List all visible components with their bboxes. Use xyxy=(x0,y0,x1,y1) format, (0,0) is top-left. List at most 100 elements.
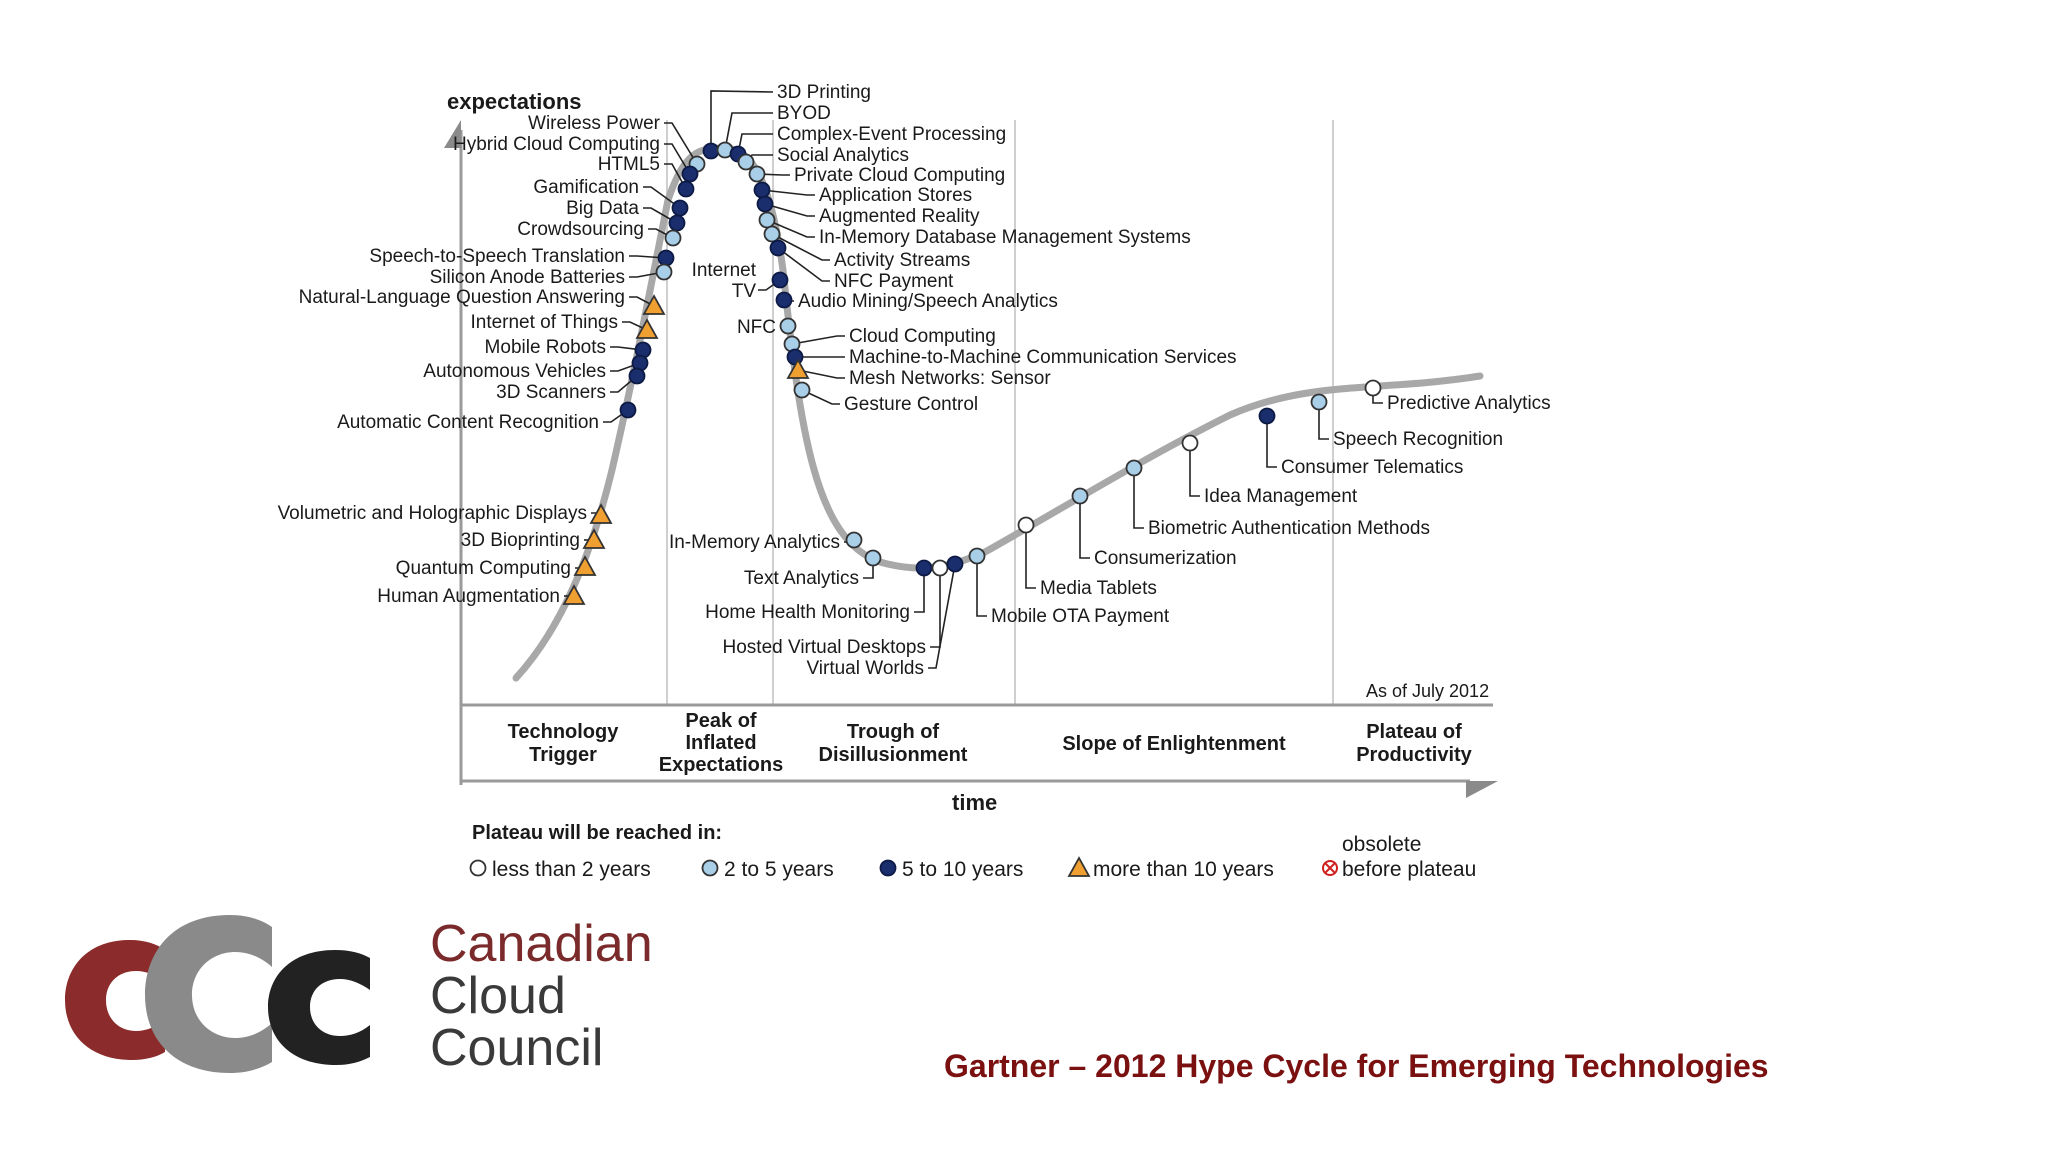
legend-label-obsolete-line1: obsolete xyxy=(1342,833,1421,856)
label-3d-printing: 3D Printing xyxy=(777,82,871,103)
label-silicon-anode-batteries: Silicon Anode Batteries xyxy=(430,267,625,288)
marker-3d-scanners xyxy=(628,367,646,385)
marker-predictive-analytics xyxy=(1364,379,1382,397)
label-volumetric-and-holographic-displays: Volumetric and Holographic Displays xyxy=(278,503,587,524)
marker-nfc xyxy=(779,317,797,335)
phase-plateau-line2: Productivity xyxy=(1356,744,1472,766)
legend-label-lt2: less than 2 years xyxy=(492,858,651,881)
leader-cloud-computing xyxy=(791,335,845,345)
marker-internet-of-things xyxy=(635,318,659,339)
label-augmented-reality: Augmented Reality xyxy=(819,206,980,227)
marker-speech-recognition xyxy=(1310,393,1328,411)
marker-human-augmentation xyxy=(562,584,586,605)
marker-3d-printing xyxy=(702,142,720,160)
slide-caption: Gartner – 2012 Hype Cycle for Emerging T… xyxy=(944,1048,1769,1084)
label-media-tablets: Media Tablets xyxy=(1040,578,1157,599)
leader-biometric-authentication-methods xyxy=(1133,468,1144,529)
leader-in-memory-database-management-systems xyxy=(766,219,815,238)
label-crowdsourcing: Crowdsourcing xyxy=(517,219,644,240)
label-internet-tv-line2: TV xyxy=(732,281,757,302)
label-in-memory-analytics: In-Memory Analytics xyxy=(669,532,840,553)
legend-item-lt2: less than 2 years xyxy=(469,858,651,881)
leader-gamification xyxy=(643,186,681,209)
leader-augmented-reality xyxy=(764,203,815,217)
label-application-stores: Application Stores xyxy=(819,185,972,206)
label-internet-of-things: Internet of Things xyxy=(470,312,618,333)
legend-item-gt10: more than 10 years xyxy=(1067,856,1274,881)
marker-consumer-telematics xyxy=(1258,407,1276,425)
label-byod: BYOD xyxy=(777,103,831,124)
legend-label-gt10: more than 10 years xyxy=(1093,858,1274,881)
phase-plateau-line1: Plateau of xyxy=(1366,721,1462,743)
label-idea-management: Idea Management xyxy=(1204,486,1358,507)
label-in-memory-database-management-systems: In-Memory Database Management Systems xyxy=(819,227,1191,248)
label-wireless-power: Wireless Power xyxy=(528,113,661,134)
label-nfc-payment: NFC Payment xyxy=(834,271,954,292)
legend-title: Plateau will be reached in: xyxy=(472,822,722,844)
label-private-cloud-computing: Private Cloud Computing xyxy=(794,165,1005,186)
leader-speech-to-speech-translation xyxy=(629,255,667,259)
label-mobile-ota-payment: Mobile OTA Payment xyxy=(991,606,1170,627)
label-natural-language-question-answering: Natural-Language Question Answering xyxy=(299,287,625,308)
leader-internet-of-things xyxy=(622,321,648,331)
label-autonomous-vehicles: Autonomous Vehicles xyxy=(423,361,606,382)
leader-home-health-monitoring xyxy=(914,568,925,613)
as-of-date: As of July 2012 xyxy=(1366,681,1489,701)
marker-big-data xyxy=(668,214,686,232)
technology-markers xyxy=(562,141,1382,605)
label-speech-to-speech-translation: Speech-to-Speech Translation xyxy=(369,246,625,267)
marker-3d-bioprinting xyxy=(582,528,606,549)
marker-consumerization xyxy=(1071,487,1089,505)
label-human-augmentation: Human Augmentation xyxy=(377,586,560,607)
label-activity-streams: Activity Streams xyxy=(834,250,970,271)
label-gesture-control: Gesture Control xyxy=(844,394,978,415)
leader-media-tablets xyxy=(1025,525,1036,589)
phase-peak-line2: Inflated xyxy=(685,732,756,754)
legend-item-2to5: 2 to 5 years xyxy=(701,858,834,881)
leader-gesture-control xyxy=(801,389,840,405)
logo-c3 xyxy=(268,950,370,1065)
legend-icon-gt10 xyxy=(1067,856,1091,877)
marker-crowdsourcing xyxy=(664,229,682,247)
label-consumer-telematics: Consumer Telematics xyxy=(1281,457,1463,478)
legend-label-5to10: 5 to 10 years xyxy=(902,858,1023,881)
label-text-analytics: Text Analytics xyxy=(744,568,859,589)
label-consumerization: Consumerization xyxy=(1094,548,1237,569)
leader-speech-recognition xyxy=(1318,402,1329,440)
leader-activity-streams xyxy=(771,233,830,261)
logo-line-canadian: Canadian xyxy=(430,915,653,973)
marker-volumetric-and-holographic-displays xyxy=(589,503,613,524)
label-virtual-worlds: Virtual Worlds xyxy=(806,658,924,679)
marker-internet-tv xyxy=(771,271,789,289)
leader-3d-printing xyxy=(710,90,774,151)
logo-text: Canadian Cloud Council xyxy=(430,918,653,1074)
marker-social-analytics xyxy=(737,153,755,171)
label-machine-to-machine-communication-services: Machine-to-Machine Communication Service… xyxy=(849,347,1237,368)
label-speech-recognition: Speech Recognition xyxy=(1333,429,1503,450)
phase-trough-line1: Trough of xyxy=(847,721,940,743)
label-audio-mining-speech-analytics: Audio Mining/Speech Analytics xyxy=(798,291,1058,312)
leader-consumer-telematics xyxy=(1266,416,1277,468)
legend-item-5to10: 5 to 10 years xyxy=(879,858,1023,881)
leader-idea-management xyxy=(1189,443,1200,497)
label-html5: HTML5 xyxy=(598,154,660,175)
marker-automatic-content-recognition xyxy=(619,401,637,419)
leader-virtual-worlds xyxy=(928,563,956,669)
leader-byod xyxy=(724,112,773,151)
legend: Plateau will be reached in: less than 2 … xyxy=(469,822,1476,881)
phase-labels: Technology Trigger Peak of Inflated Expe… xyxy=(508,710,1473,776)
label-complex-event-processing: Complex-Event Processing xyxy=(777,124,1006,145)
label-biometric-authentication-methods: Biometric Authentication Methods xyxy=(1148,518,1430,539)
marker-hybrid-cloud-computing xyxy=(681,165,699,183)
legend-label-obsolete-line2: before plateau xyxy=(1342,858,1476,881)
label-internet-tv-line1: Internet xyxy=(692,260,757,281)
legend-icon-5to10 xyxy=(879,859,897,877)
phase-slope: Slope of Enlightenment xyxy=(1062,733,1286,755)
label-big-data: Big Data xyxy=(566,198,639,219)
marker-private-cloud-computing xyxy=(748,165,766,183)
logo-line-council: Council xyxy=(430,1019,604,1077)
leader-hosted-virtual-desktops xyxy=(930,568,941,648)
marker-speech-to-speech-translation xyxy=(657,249,675,267)
marker-gesture-control xyxy=(793,381,811,399)
